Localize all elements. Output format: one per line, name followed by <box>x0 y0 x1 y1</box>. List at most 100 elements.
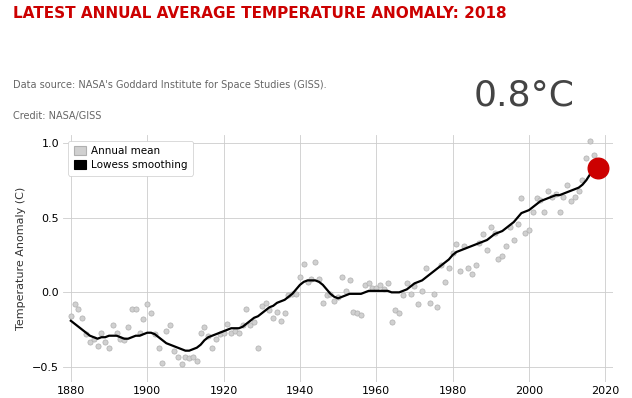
Point <box>352 310 362 316</box>
Point <box>440 279 450 285</box>
Point <box>444 265 454 271</box>
Point <box>333 294 343 300</box>
Point <box>535 197 545 203</box>
Point <box>96 330 106 336</box>
Point <box>593 165 603 172</box>
Point <box>200 324 210 330</box>
Point <box>142 301 152 308</box>
Point <box>207 345 217 351</box>
Text: LATEST ANNUAL AVERAGE TEMPERATURE ANOMALY: 2018: LATEST ANNUAL AVERAGE TEMPERATURE ANOMAL… <box>13 6 506 21</box>
Point <box>478 231 489 237</box>
Legend: Annual mean, Lowess smoothing: Annual mean, Lowess smoothing <box>68 140 193 176</box>
Point <box>486 223 496 230</box>
Text: 0.8°C: 0.8°C <box>474 78 575 113</box>
Point <box>337 274 347 281</box>
Point <box>234 330 244 336</box>
Point <box>554 209 564 215</box>
Point <box>211 336 221 342</box>
Point <box>344 277 355 283</box>
Point <box>558 193 568 200</box>
Point <box>70 301 80 308</box>
Point <box>394 310 404 316</box>
Point <box>413 301 423 308</box>
Point <box>329 298 339 304</box>
Text: Data source: NASA's Goddard Institute for Space Studies (GISS).: Data source: NASA's Goddard Institute fo… <box>13 80 326 90</box>
Point <box>520 229 530 236</box>
Point <box>581 154 592 161</box>
Point <box>593 165 603 172</box>
Point <box>310 259 320 265</box>
Point <box>81 331 91 338</box>
Point <box>112 330 122 336</box>
Y-axis label: Temperature Anomaly (C): Temperature Anomaly (C) <box>16 187 27 330</box>
Point <box>566 198 576 204</box>
Point <box>466 271 477 277</box>
Point <box>188 353 198 360</box>
Point <box>307 276 317 282</box>
Point <box>360 282 370 288</box>
Point <box>383 280 393 287</box>
Text: Credit: NASA/GISS: Credit: NASA/GISS <box>13 111 101 121</box>
Point <box>88 336 99 342</box>
Point <box>570 193 580 200</box>
Point <box>249 319 259 326</box>
Point <box>318 300 328 306</box>
Point <box>325 291 336 297</box>
Point <box>421 265 431 271</box>
Point <box>169 347 179 354</box>
Point <box>73 306 83 312</box>
Point <box>322 292 332 298</box>
Point <box>195 330 205 336</box>
Point <box>528 209 538 215</box>
Point <box>482 247 492 254</box>
Point <box>219 330 229 336</box>
Point <box>287 291 297 297</box>
Point <box>253 345 263 351</box>
Point <box>402 280 412 287</box>
Point <box>176 361 186 367</box>
Point <box>509 237 519 243</box>
Point <box>341 288 351 294</box>
Point <box>283 292 293 298</box>
Point <box>180 353 190 360</box>
Point <box>264 307 274 314</box>
Point <box>157 359 167 366</box>
Point <box>505 223 515 230</box>
Point <box>268 314 278 321</box>
Point <box>100 339 110 345</box>
Point <box>222 320 233 327</box>
Point <box>470 262 480 269</box>
Point <box>230 328 240 334</box>
Point <box>238 322 248 328</box>
Point <box>295 274 305 281</box>
Point <box>173 353 183 360</box>
Point <box>138 316 149 322</box>
Point <box>539 209 549 215</box>
Point <box>432 304 442 310</box>
Point <box>406 291 416 297</box>
Point <box>398 292 408 298</box>
Point <box>215 331 225 338</box>
Point <box>108 322 118 328</box>
Point <box>165 322 175 328</box>
Point <box>455 268 465 275</box>
Point <box>191 358 202 364</box>
Point <box>150 331 160 338</box>
Point <box>516 195 526 201</box>
Point <box>119 337 130 343</box>
Point <box>291 291 301 297</box>
Point <box>463 265 473 271</box>
Point <box>367 285 377 291</box>
Point <box>77 314 87 321</box>
Point <box>85 339 95 345</box>
Point <box>425 300 435 306</box>
Point <box>299 261 309 267</box>
Point <box>436 262 446 269</box>
Point <box>428 291 439 297</box>
Point <box>131 306 141 312</box>
Point <box>501 243 511 249</box>
Point <box>92 343 102 349</box>
Point <box>241 306 252 312</box>
Point <box>574 187 584 194</box>
Point <box>363 280 374 287</box>
